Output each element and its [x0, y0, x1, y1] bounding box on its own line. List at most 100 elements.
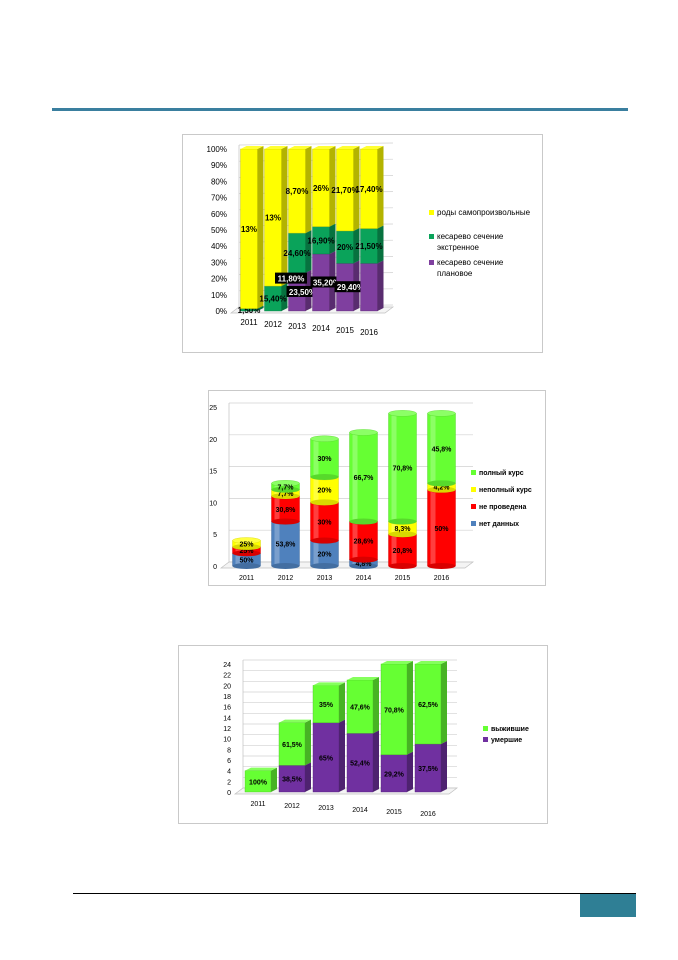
y-tick-label: 6 [227, 758, 231, 765]
y-tick-label: 0 [213, 564, 217, 571]
bar-top [288, 146, 312, 149]
bar-top [336, 146, 360, 149]
bar-top [279, 719, 311, 723]
bar-side [373, 730, 379, 792]
data-label: 50% [239, 558, 254, 565]
bar-side [271, 767, 277, 792]
header-rule [52, 108, 628, 111]
y-tick-label: 5 [213, 532, 217, 539]
data-label: 70,8% [384, 707, 405, 714]
data-label: 30% [317, 519, 332, 526]
data-label: 62,5% [418, 702, 439, 709]
data-label: 4,2% [434, 485, 451, 492]
y-tick-label: 100% [207, 145, 227, 154]
data-label: 21,50% [355, 242, 382, 251]
bar-highlight [313, 476, 319, 503]
bar-side [353, 146, 360, 231]
x-tick-label: 2013 [317, 575, 333, 582]
bar-top-cap [271, 480, 300, 487]
bar-top-cap [310, 435, 339, 442]
bar-top [245, 767, 277, 771]
bar-highlight [352, 521, 358, 560]
bar-highlight [430, 483, 436, 490]
legend-swatch [471, 521, 476, 526]
bar-segment [414, 663, 442, 745]
page-number-tab [580, 894, 636, 917]
bar-side [305, 719, 311, 766]
data-label: 20,8% [393, 548, 414, 555]
bar-highlight [313, 540, 319, 566]
bar-segment [278, 722, 306, 766]
data-label-box [286, 285, 319, 297]
x-tick-label: 2012 [284, 803, 300, 810]
legend-swatch [471, 504, 476, 509]
data-label: 20% [317, 551, 332, 558]
extra-data-label: 11,80% [278, 275, 305, 284]
data-label: 35% [319, 702, 334, 709]
legend-swatch [471, 487, 476, 492]
data-label: 20% [337, 243, 353, 252]
data-label: 70,8% [393, 465, 414, 472]
y-tick-label: 14 [223, 715, 231, 722]
y-tick-label: 24 [223, 662, 231, 669]
x-tick-label: 2014 [352, 807, 368, 814]
data-label: 47,6% [350, 705, 371, 712]
bar-segment [360, 263, 378, 312]
bar-highlight [430, 489, 436, 566]
data-label: 16,90% [307, 236, 334, 245]
x-tick-label: 2012 [264, 320, 282, 329]
chart-delivery-methods-svg: 0% 10% 20% 30% 40% 50% 60% 70% 80% 90% 100% 1,50% 13… [207, 142, 531, 337]
bar-bottom-cap [310, 537, 339, 544]
y-tick-label: 10% [211, 291, 227, 300]
data-label: 15,40% [259, 295, 286, 304]
bar-top [360, 146, 384, 149]
bar-top [264, 146, 288, 149]
y-tick-label: 22 [223, 673, 231, 680]
x-tick-label: 2012 [278, 575, 294, 582]
data-label: 25% [239, 548, 254, 555]
x-tick-label: 2014 [312, 324, 330, 333]
footer-rule [73, 893, 636, 894]
bar-bottom-cap [271, 518, 300, 525]
y-tick-label: 18 [223, 694, 231, 701]
bar-bottom-cap [232, 550, 261, 557]
bar-highlight [313, 438, 319, 477]
data-label: 26% [313, 184, 329, 193]
x-tick-label: 2011 [239, 575, 254, 582]
bar-bottom-cap [310, 499, 339, 506]
legend-swatch [483, 726, 488, 731]
bar-segment [346, 733, 374, 793]
bar-bottom-cap [310, 473, 339, 480]
legend-label: умершие [491, 737, 522, 744]
data-label: 65% [319, 755, 334, 762]
bar-side [339, 719, 345, 792]
bar-bottom-cap [271, 563, 300, 569]
chart-survival: 0 2 4 6 8 10 12 14 16 18 20 22 24 100% 2011 38,5% 61,5% 2… [178, 645, 548, 824]
bar-side [377, 260, 384, 311]
bar-top [240, 146, 264, 149]
data-label: 37,5% [418, 766, 439, 773]
legend-swatch [483, 737, 488, 742]
data-label: 20% [317, 488, 332, 495]
legend-label: кесарево сечение [437, 232, 504, 241]
bar-segment [312, 685, 340, 723]
data-label-box [310, 276, 343, 288]
bar-side [339, 682, 345, 723]
bar-side [377, 146, 384, 229]
bar-side [305, 230, 312, 273]
bar-top-cap [427, 410, 456, 417]
bar-side [257, 305, 264, 311]
data-label: 7,7% [278, 491, 295, 498]
x-tick-label: 2013 [318, 805, 334, 812]
data-label: 45,8% [432, 446, 453, 453]
data-label: 66,7% [354, 475, 375, 482]
bar-highlight [235, 546, 241, 554]
gridline [238, 142, 394, 146]
y-tick-label: 10 [209, 500, 217, 507]
y-tick-label: 70% [211, 194, 227, 203]
bar-highlight [235, 540, 241, 547]
legend-swatch [429, 234, 434, 239]
y-tick-label: 10 [223, 737, 231, 744]
data-label: 61,5% [282, 742, 303, 749]
data-label: 4,8% [356, 561, 373, 568]
